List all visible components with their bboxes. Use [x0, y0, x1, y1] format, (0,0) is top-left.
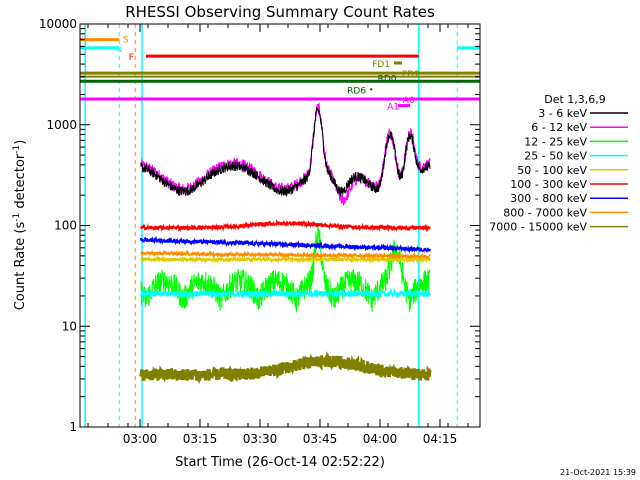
y-tick-label: 1000: [46, 118, 77, 132]
y-label-main: Count Rate (s: [13, 222, 28, 311]
legend-entry-label: 800 - 7000 keV: [503, 206, 587, 219]
x-tick-label: 03:15: [183, 432, 218, 446]
trace-12-25-kev: [140, 225, 431, 313]
legend-entry-label: 25 - 50 keV: [524, 150, 587, 163]
legend-title: Det 1,3,6,9: [544, 93, 606, 106]
y-label-end: ): [13, 140, 28, 145]
flag-dot-rd6: [370, 88, 373, 91]
legend-entry-label: 12 - 25 keV: [524, 135, 587, 148]
footer-timestamp: 21-Oct-2021 15:39: [560, 468, 636, 477]
y-label-exp1: -1: [12, 213, 22, 222]
trace-25-50-kev: [140, 287, 431, 300]
legend-entry-label: 300 - 800 keV: [510, 192, 587, 205]
y-axis-ticks: 1 10 100 1000 10000: [39, 17, 480, 434]
y-tick-label: 10000: [39, 17, 77, 31]
flag-bars: SNF FD1 FD2 RD0 RD6 A1 A0: [80, 35, 480, 113]
trace-800-7000-kev: [140, 249, 431, 261]
flag-label-rd6: RD6: [347, 86, 366, 96]
flag-label-rd0: RD0: [378, 74, 397, 84]
series-traces: [84, 24, 458, 427]
y-tick-label: 100: [54, 219, 77, 233]
flag-label-f: F: [129, 53, 134, 63]
x-tick-label: 03:45: [303, 432, 338, 446]
x-tick-label: 03:30: [243, 432, 278, 446]
trace-7000-15000-kev: [139, 351, 432, 385]
x-axis-label: Start Time (26-Oct-14 02:52:22): [175, 455, 385, 470]
flag-label-fd2: FD2: [402, 70, 420, 80]
trace-50-100-kev: [140, 255, 431, 264]
flag-label-fd1: FD1: [372, 60, 390, 70]
legend-entry-label: 50 - 100 keV: [517, 164, 587, 177]
legend-entry-label: 3 - 6 keV: [538, 107, 587, 120]
x-tick-label: 04:00: [363, 432, 398, 446]
flag-label-a1: A1: [387, 103, 399, 113]
legend-entry-label: 100 - 300 keV: [510, 178, 587, 191]
trace-300-800-kev: [140, 235, 431, 254]
flag-label-a0: A0: [403, 96, 415, 106]
flag-label-n: N: [116, 45, 123, 55]
x-axis-ticks: 03:00 03:15 03:30 03:45 04:00 04:15: [87, 24, 469, 446]
x-tick-label: 03:00: [123, 432, 158, 446]
y-axis-label: Count Rate (s-1 detector-1): [12, 140, 28, 311]
y-label-mid: detector: [13, 153, 28, 213]
trace-100-300-kev: [140, 218, 431, 233]
chart-title: RHESSI Observing Summary Count Rates: [125, 3, 435, 21]
y-tick-label: 10: [62, 319, 77, 333]
trace-3-6-kev: [140, 106, 431, 198]
legend-entry-label: 7000 - 15000 keV: [489, 221, 587, 234]
y-label-exp2: -1: [12, 145, 22, 154]
legend-entry-label: 6 - 12 keV: [531, 121, 587, 134]
x-tick-label: 04:15: [423, 432, 458, 446]
y-tick-label: 1: [69, 420, 77, 434]
flag-label-s: S: [123, 35, 129, 45]
